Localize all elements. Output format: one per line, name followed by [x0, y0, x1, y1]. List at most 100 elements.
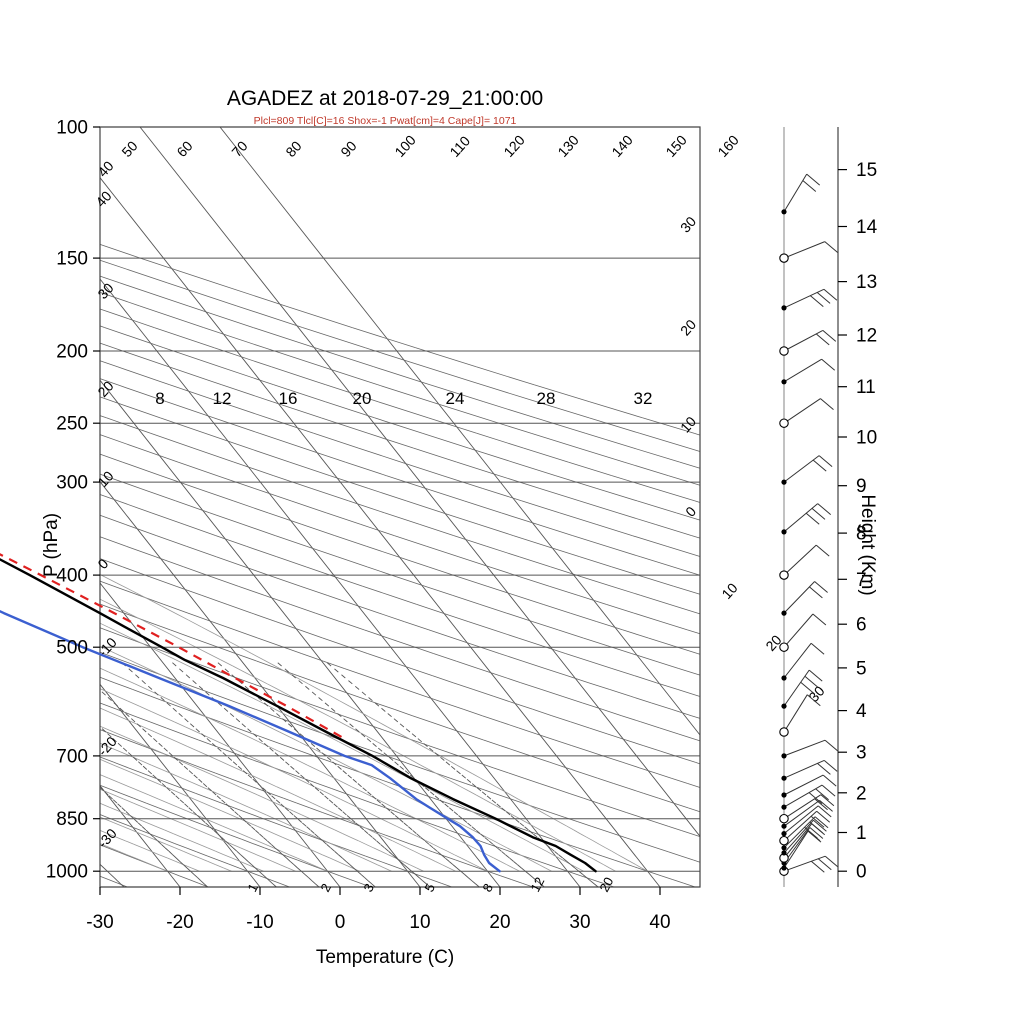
moist-adiabat-label: 32	[634, 389, 653, 408]
temperature-tick-label: -30	[86, 912, 113, 933]
mixing-ratio-label: 12	[527, 875, 547, 895]
wind-barb	[783, 739, 826, 757]
profile-dewpoint	[0, 609, 501, 873]
barb-level-marker-open	[779, 727, 789, 737]
mixing-ratio-label: 8	[479, 881, 496, 894]
wind-barb	[783, 241, 825, 259]
pressure-tick-label: 150	[56, 249, 88, 270]
isotherm-label-right: 0	[682, 503, 699, 520]
wind-barb	[783, 503, 819, 533]
wind-barb-flag	[818, 455, 833, 467]
temperature-tick-label: -10	[246, 912, 273, 933]
dry-adiabat-label: 120	[500, 132, 528, 160]
pressure-tick-label: 100	[56, 118, 88, 139]
moist-adiabat-label: 12	[213, 389, 232, 408]
barb-level-marker-filled	[781, 804, 787, 810]
pressure-tick-label: 300	[56, 473, 88, 494]
temperature-tick-label: 20	[489, 912, 510, 933]
barb-level-marker-filled	[781, 865, 787, 871]
sounding-profiles	[0, 553, 597, 873]
pressure-tick-label: 200	[56, 342, 88, 363]
barb-level-marker-open	[779, 642, 789, 652]
barb-level-marker-filled	[781, 305, 787, 311]
wind-barb-flag	[815, 788, 829, 801]
dry-adiabat-label: 90	[337, 138, 359, 160]
mixing-ratio-grid	[99, 659, 599, 888]
wind-barb	[783, 581, 815, 614]
isotherm-label-right: 20	[677, 316, 699, 338]
isotherm-label-left: 0	[94, 555, 111, 572]
isotherm-label-left: -20	[94, 733, 120, 759]
dry-adiabat-label: 80	[282, 138, 304, 160]
wind-barb-flag	[816, 810, 831, 823]
barb-level-marker-filled	[781, 831, 787, 837]
height-tick-label: 14	[856, 217, 878, 238]
barb-level-marker-open	[779, 346, 789, 356]
barb-level-marker-filled	[781, 845, 787, 851]
barb-level-marker-open	[779, 835, 789, 846]
pressure-axis: 100 150 200 250 300 400 500 700 850 1000	[46, 118, 100, 883]
moist-adiabat-label: 20	[353, 389, 372, 408]
isotherm-label-left: 40	[94, 158, 116, 180]
wind-barb-flag	[824, 855, 839, 868]
wind-barb-flag	[824, 241, 839, 253]
wind-barb-flag	[806, 694, 821, 707]
barb-level-marker-filled	[781, 823, 787, 829]
wind-barb-flag	[810, 642, 825, 655]
moist-adiabat-label: 16	[279, 389, 298, 408]
barb-level-marker-filled	[781, 209, 787, 215]
barb-level-marker-filled	[781, 529, 787, 535]
wind-barb-flag	[808, 669, 823, 682]
barb-level-marker-filled	[781, 379, 787, 385]
height-tick-label: 10	[856, 428, 877, 449]
dry-adiabat-grid	[99, 244, 701, 888]
dry-adiabat-label: 100	[391, 132, 419, 160]
wind-barb-flag	[824, 739, 839, 752]
barb-level-marker-open	[779, 570, 789, 580]
moist-adiabat-label: 8	[155, 389, 164, 408]
wind-barb	[783, 819, 814, 854]
isotherm-grid	[99, 126, 701, 888]
barb-level-marker-filled	[781, 479, 787, 485]
wind-barb-flag	[817, 503, 832, 515]
parameter-subtitle: Plcl=809 Tlcl[C]=16 Shox=-1 Pwat[cm]=4 C…	[254, 115, 517, 127]
height-tick-label: 0	[856, 862, 867, 883]
pressure-tick-label: 500	[56, 638, 88, 659]
mixing-ratio-label: 5	[421, 881, 438, 894]
pressure-tick-label: 400	[56, 566, 88, 587]
dry-adiabat-label: 40	[92, 188, 114, 210]
wind-barb-flag	[814, 581, 828, 593]
temperature-tick-label: -20	[166, 912, 193, 933]
wind-barb-flag	[808, 792, 823, 804]
moist-adiabat-label: 24	[446, 389, 465, 408]
wind-barb	[783, 613, 814, 648]
wind-barb-flag	[815, 544, 830, 557]
wind-barb-flag	[820, 794, 835, 807]
isobar-grid	[100, 126, 700, 872]
height-tick-label: 9	[856, 476, 867, 497]
height-tick-label: 15	[856, 160, 877, 181]
wind-barb-flag	[812, 459, 827, 472]
barb-level-marker-filled	[781, 675, 787, 681]
height-axis-label: Height (Km)	[857, 494, 878, 595]
moist-adiabat-grid	[99, 574, 648, 872]
dry-adiabat-label: 50	[118, 138, 140, 160]
wind-barb-flag	[809, 295, 824, 307]
wind-barb	[783, 173, 808, 213]
height-tick-label: 6	[856, 615, 867, 636]
barb-level-marker-open	[779, 813, 789, 824]
wind-barb-flag	[809, 586, 823, 599]
wind-barb-flag	[815, 333, 830, 346]
height-tick-label: 1	[856, 823, 867, 844]
wind-barb	[783, 329, 824, 352]
wind-barb	[783, 759, 825, 779]
wind-barb	[783, 774, 824, 796]
wind-barb-flag	[802, 180, 817, 192]
wind-barb-flag	[804, 675, 819, 688]
plot-frame	[99, 126, 701, 888]
barb-level-marker-filled	[781, 792, 787, 798]
wind-barb-flag	[809, 821, 824, 834]
